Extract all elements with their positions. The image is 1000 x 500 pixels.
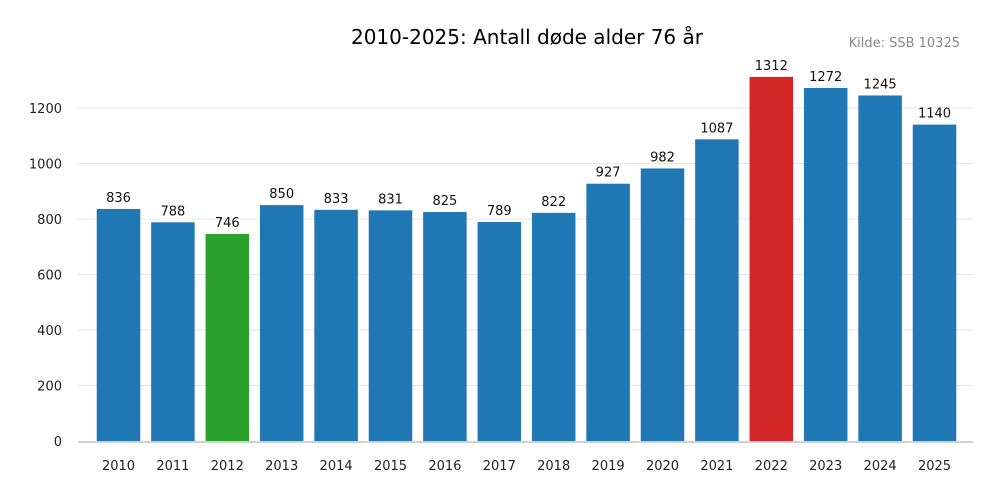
value-label-2015: 831 (378, 192, 403, 207)
x-tick-label-2021: 2021 (700, 459, 733, 474)
value-label-2024: 1245 (864, 77, 897, 92)
x-tick-label-2013: 2013 (265, 459, 298, 474)
bar-2012 (205, 233, 250, 441)
bar-2016 (423, 212, 467, 441)
value-label-2019: 927 (596, 166, 621, 181)
value-label-2014: 833 (324, 192, 349, 207)
x-tick-label-2022: 2022 (755, 459, 788, 474)
y-tick-label: 600 (37, 268, 62, 283)
bars (96, 76, 957, 442)
y-tick-label: 200 (37, 379, 62, 394)
x-tick-label-2016: 2016 (428, 459, 461, 474)
value-label-2016: 825 (432, 194, 457, 209)
x-tick-label-2019: 2019 (592, 459, 625, 474)
bar-2020 (640, 168, 685, 442)
y-tick-label: 800 (37, 213, 62, 228)
value-label-2025: 1140 (918, 107, 951, 122)
bar-2018 (531, 212, 576, 441)
value-labels: 836 788 746 850 833 831 825 789 822 927 982 1087 131… (106, 59, 951, 231)
value-label-2020: 982 (650, 150, 675, 165)
x-tick-label-2020: 2020 (646, 459, 679, 474)
chart-title: 2010-2025: Antall døde alder 76 år (351, 25, 704, 49)
y-tick-label: 0 (54, 435, 62, 450)
value-label-2010: 836 (106, 191, 131, 206)
bar-2025 (912, 124, 957, 441)
x-tick-label-2023: 2023 (809, 459, 842, 474)
bar-2015 (368, 210, 413, 441)
x-tick-label-2024: 2024 (864, 459, 897, 474)
value-label-2022: 1312 (755, 59, 788, 74)
y-tick-label: 1200 (29, 102, 62, 117)
x-tick-label-2015: 2015 (374, 459, 407, 474)
value-label-2023: 1272 (809, 70, 842, 85)
x-tick-label-2010: 2010 (102, 459, 135, 474)
y-tick-label: 1000 (29, 157, 62, 172)
bar-2023 (803, 87, 848, 442)
x-tick-label-2014: 2014 (320, 459, 353, 474)
value-label-2011: 788 (160, 204, 185, 219)
y-axis-ticks: 0 200 400 600 800 1000 1200 (29, 102, 62, 450)
x-axis-ticks: 2010 2011 2012 2013 2014 2015 2016 2017 2018 2019… (102, 459, 951, 474)
x-tick-label-2017: 2017 (483, 459, 516, 474)
value-label-2012: 746 (215, 216, 240, 231)
bar-2011 (151, 222, 195, 441)
x-tick-label-2011: 2011 (156, 459, 189, 474)
bar-2014 (314, 209, 358, 441)
value-label-2017: 789 (487, 204, 512, 219)
x-tick-label-2025: 2025 (918, 459, 951, 474)
value-label-2021: 1087 (700, 121, 733, 136)
source-note: Kilde: SSB 10325 (849, 36, 960, 51)
bar-2021 (695, 139, 739, 441)
x-tick-label-2018: 2018 (537, 459, 570, 474)
bar-2019 (586, 183, 630, 441)
bar-2017 (477, 222, 522, 441)
value-label-2013: 850 (269, 187, 294, 202)
bar-2022 (749, 76, 794, 441)
bar-2010 (96, 208, 141, 441)
x-tick-label-2012: 2012 (211, 459, 244, 474)
y-tick-label: 400 (37, 324, 62, 339)
value-label-2018: 822 (541, 195, 566, 210)
bar-2013 (259, 205, 304, 441)
bar-2024 (858, 95, 902, 441)
